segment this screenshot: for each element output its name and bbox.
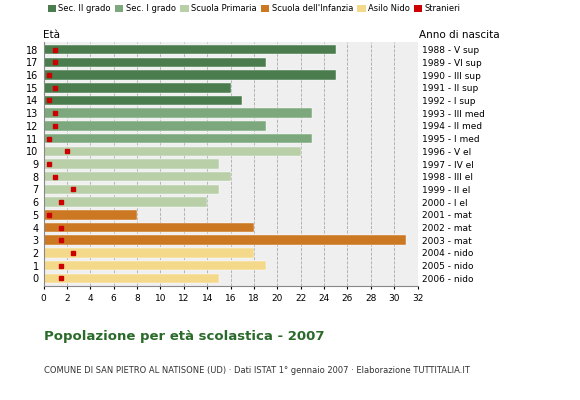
Bar (44, 261, 266, 270)
Bar (44, 70, 336, 80)
Bar (44, 108, 313, 118)
Bar (44, 197, 207, 207)
Bar (44, 223, 254, 232)
Legend: Sec. II grado, Sec. I grado, Scuola Primaria, Scuola dell'Infanzia, Asilo Nido, : Sec. II grado, Sec. I grado, Scuola Prim… (48, 4, 461, 13)
Bar (44, 96, 242, 105)
Bar (44, 236, 406, 245)
Bar (44, 58, 266, 67)
Bar (44, 134, 313, 143)
Bar (44, 172, 230, 182)
Bar (44, 274, 219, 283)
Bar (44, 185, 219, 194)
Bar (44, 146, 300, 156)
Text: Popolazione per età scolastica - 2007: Popolazione per età scolastica - 2007 (44, 330, 324, 343)
Bar (44, 45, 336, 54)
Bar (44, 121, 266, 131)
Bar (44, 159, 219, 169)
Bar (44, 210, 137, 220)
Text: COMUNE DI SAN PIETRO AL NATISONE (UD) · Dati ISTAT 1° gennaio 2007 · Elaborazion: COMUNE DI SAN PIETRO AL NATISONE (UD) · … (44, 366, 469, 375)
Text: Età: Età (44, 30, 60, 40)
Bar (44, 248, 254, 258)
Bar (44, 83, 230, 92)
Text: Anno di nascita: Anno di nascita (419, 30, 500, 40)
